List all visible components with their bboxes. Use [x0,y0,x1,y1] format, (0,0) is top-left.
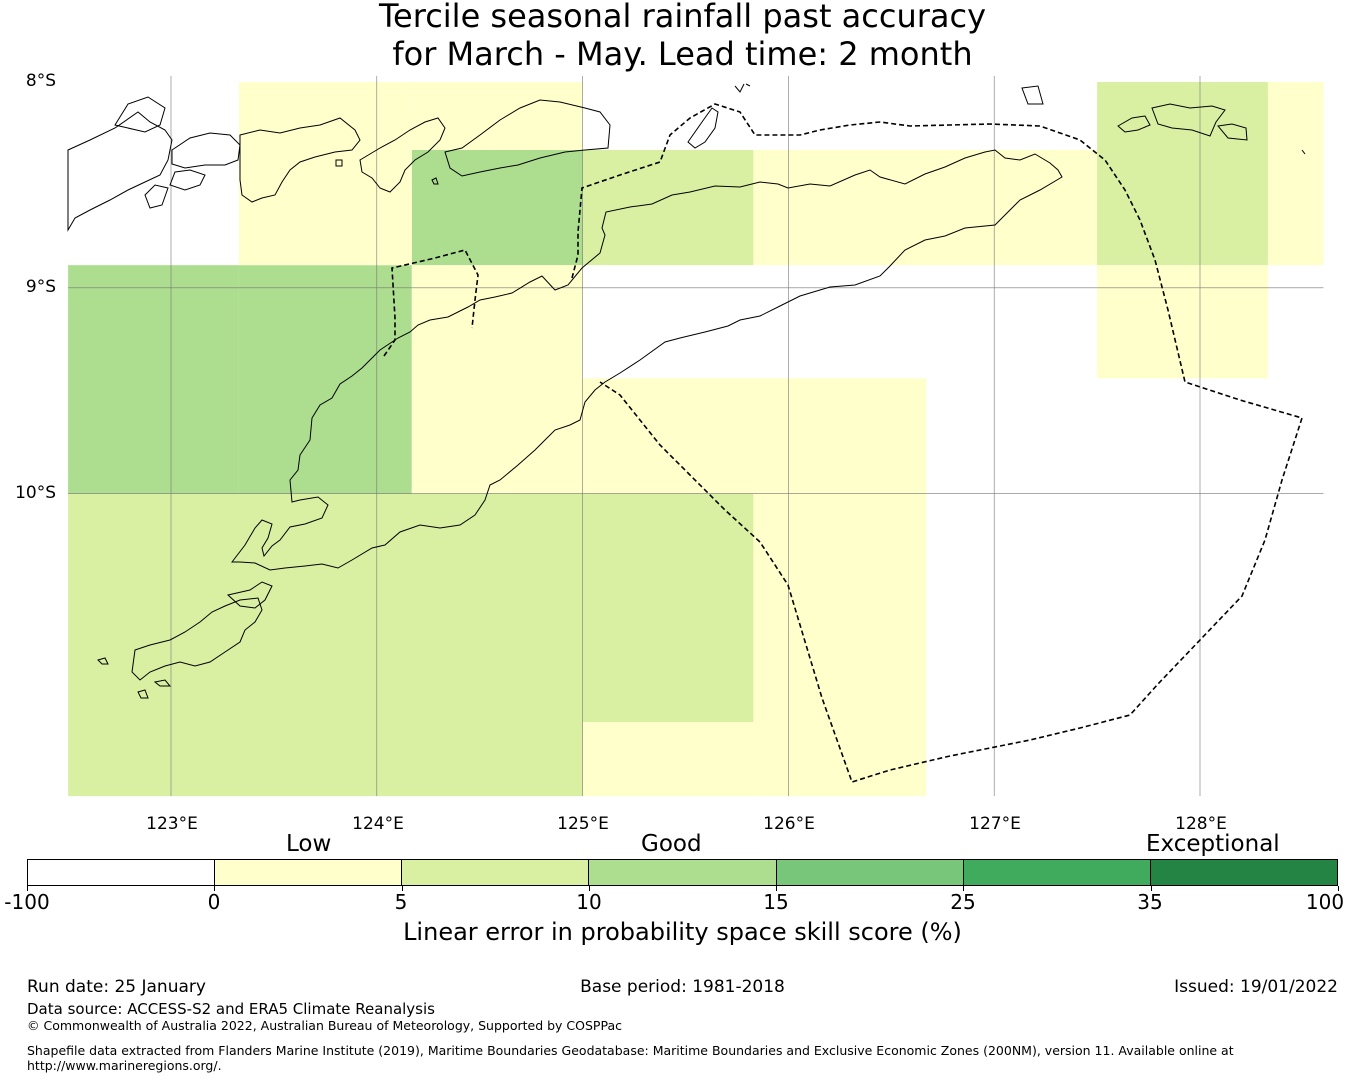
category-label-good: Good [641,831,702,857]
colorbar-segment-2 [215,860,403,885]
colorbar [27,859,1338,886]
coastline-timor [230,149,1063,571]
coastline-islet-1 [137,689,149,699]
category-label-exceptional: Exceptional [1146,831,1280,857]
skill-cell-10 [1267,82,1324,266]
coastline-lakor [1217,123,1248,141]
graticule [68,75,1324,797]
skill-cell-2 [411,149,583,266]
lon-label-125e: 125°E [557,814,609,834]
lon-label-123e: 123°E [146,814,198,834]
colorbar-tick-label-2: 0 [207,890,221,914]
skill-cell-9 [1097,82,1268,266]
skill-cell-15 [582,493,754,723]
skill-cell-7 [582,149,754,266]
lon-label-124e: 124°E [352,814,404,834]
coastline-atauro [687,107,719,149]
skill-cell-11 [1097,265,1268,379]
coastline-islet-9 [734,83,751,93]
category-label-low: Low [286,831,332,857]
skill-cell-1 [238,265,412,494]
colorbar-tick-label-1: -100 [4,890,50,914]
coastline-adonara [359,117,446,193]
boundary-west-timor [571,103,1304,783]
skill-cell-0 [68,265,239,494]
coastline-islet-7 [431,177,439,185]
maritime-boundary [383,103,1304,783]
coastline-ndao [97,657,109,665]
coastlines [67,83,1306,699]
colorbar-tick-label-4: 10 [576,890,602,914]
skill-cell-6 [411,265,583,494]
colorbar-tick [401,886,403,891]
data-source: Data source: ACCESS-S2 and ERA5 Climate … [27,1000,435,1018]
colorbar-tick-label-5: 15 [763,890,789,914]
colorbar-tick-label-8: 100 [1305,890,1345,914]
chart-title: Tercile seasonal rainfall past accuracy … [0,0,1365,73]
lon-label-128e: 128°E [1175,814,1227,834]
colorbar-tick [1150,886,1152,891]
title-line-1: Tercile seasonal rainfall past accuracy [378,0,987,35]
colorbar-tick [963,886,965,891]
colorbar-tick-label-7: 35 [1137,890,1163,914]
coastline-islet-8 [1021,85,1044,105]
lat-label-9s: 9°S [25,277,56,297]
colorbar-label: Linear error in probability space skill … [403,918,962,946]
skill-grid-cells [68,82,1324,797]
colorbar-tick-label-3: 5 [394,890,408,914]
run-date: Run date: 25 January [27,977,206,997]
colorbar-tick-label-6: 25 [950,890,976,914]
skill-cell-4 [238,82,412,266]
shapefile-credit-line-2: http://www.marineregions.org/. [27,1058,222,1073]
lat-label-8s: 8°S [25,71,56,91]
coastline-solor [171,132,241,169]
colorbar-tick [1338,886,1339,891]
lat-label-10s: 10°S [15,483,56,503]
skill-cell-17 [753,493,927,797]
coastline-semau [226,581,273,609]
colorbar-tick [214,886,216,891]
shapefile-credit-line-1: Shapefile data extracted from Flanders M… [27,1043,1234,1058]
colorbar-segment-5 [776,860,964,885]
colorbar-segment-4 [589,860,777,885]
lon-label-126e: 126°E [763,814,815,834]
coastline-islet-3 [114,96,166,133]
skill-cell-12 [582,378,927,494]
issued-date: Issued: 19/01/2022 [1174,977,1338,997]
copyright: © Commonwealth of Australia 2022, Austra… [27,1018,622,1033]
coastline-flores-west [67,111,173,232]
skill-cell-8 [753,149,1098,266]
colorbar-tick [776,886,778,891]
coastline-kisar [1117,115,1151,133]
boundary-oecusse [383,249,479,357]
colorbar-tick [588,886,590,891]
colorbar-segment-6 [963,860,1151,885]
skill-map [67,75,1324,797]
skill-cell-14 [411,493,583,609]
coastline-islet-2 [153,679,172,687]
title-line-2: for March - May. Lead time: 2 month [392,35,973,73]
colorbar-segment-7 [1150,860,1337,885]
colorbar-tick [27,886,28,891]
coastline-flores-east [239,117,361,203]
coastline-rote [131,597,263,681]
coastline-islet-10 [1301,149,1306,155]
coastline-leti [1151,103,1226,137]
coastline-islet-6 [335,159,343,167]
coastline-islet-5 [144,184,169,209]
skill-cell-5 [411,82,583,150]
coastline-islet-4 [169,169,206,191]
colorbar-segment-1 [28,860,216,885]
skill-cell-16 [582,722,754,797]
base-period: Base period: 1981-2018 [580,977,785,997]
lon-label-127e: 127°E [969,814,1021,834]
colorbar-segment-3 [402,860,590,885]
coastline-alor [444,99,611,177]
